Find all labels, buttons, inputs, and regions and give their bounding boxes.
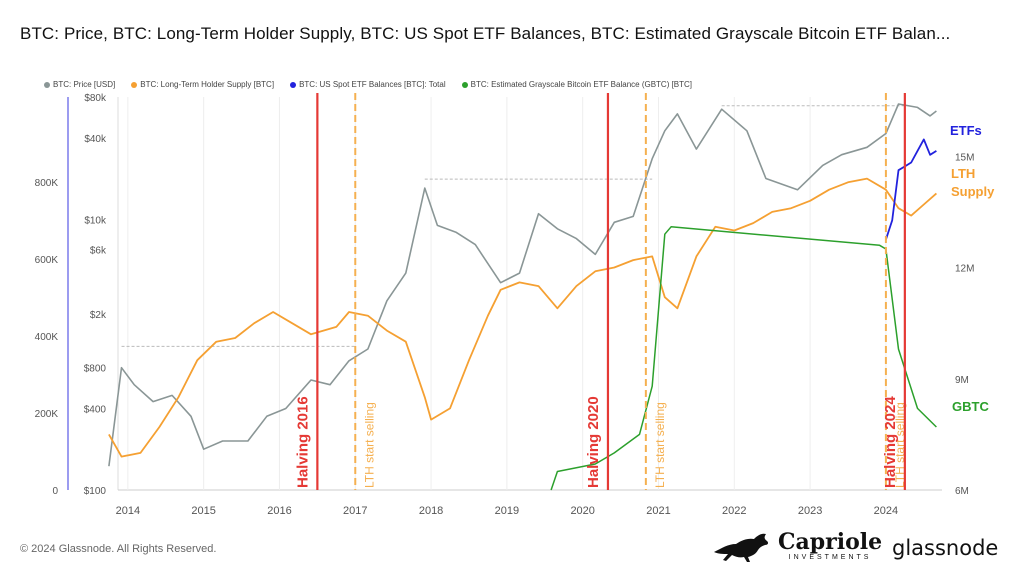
etf-axis-tick-label: 0	[52, 486, 58, 497]
x-tick-label: 2024	[874, 505, 898, 517]
price-axis-tick-label: $800	[84, 364, 107, 375]
legend-price-swatch	[44, 81, 50, 88]
x-tick-label: 2016	[267, 505, 291, 517]
right-axis-tick-label: 6M	[955, 486, 969, 497]
etf-axis-tick-label: 800K	[35, 178, 59, 189]
legend-item-gbtc[interactable]: BTC: Estimated Grayscale Bitcoin ETF Bal…	[461, 80, 693, 89]
x-tick-label: 2020	[570, 505, 594, 517]
right-axis-tick-label: 9M	[955, 375, 969, 386]
lth-selling-label: LTH start selling	[653, 402, 667, 488]
gbtc-label: GBTC	[952, 399, 989, 414]
legend-gbtc-swatch	[461, 81, 468, 88]
lth-label-line2: Supply	[951, 184, 995, 199]
legend-etf-label: BTC: US Spot ETF Balances [BTC]: Total	[299, 80, 446, 89]
halving-label: Halving 2024	[882, 396, 899, 488]
x-tick-label: 2015	[191, 505, 215, 517]
x-tick-label: 2021	[646, 505, 670, 517]
legend-item-price[interactable]: BTC: Price [USD]	[44, 80, 115, 89]
etfs-label: ETFs	[950, 123, 982, 138]
legend-gbtc-label: BTC: Estimated Grayscale Bitcoin ETF Bal…	[470, 80, 693, 89]
price-axis-tick-label: $10k	[84, 215, 107, 226]
chart-legend: BTC: Price [USD] BTC: Long-Term Holder S…	[44, 80, 692, 89]
price-axis-tick-label: $40k	[84, 134, 107, 145]
right-axis-tick-label: 15M	[955, 152, 974, 163]
copyright-text: © 2024 Glassnode. All Rights Reserved.	[20, 543, 217, 555]
capriole-name: Capriole	[778, 529, 883, 555]
lth-selling-label: LTH start selling	[893, 402, 907, 488]
x-tick-label: 2014	[116, 505, 140, 517]
halving-label: Halving 2016	[294, 396, 311, 488]
lth-selling-label: LTH start selling	[362, 402, 376, 488]
price-axis-tick-label: $100	[84, 486, 107, 497]
right-axis-tick-label: 12M	[955, 264, 974, 275]
legend-item-etf[interactable]: BTC: US Spot ETF Balances [BTC]: Total	[290, 80, 446, 89]
series-lth-supply-line	[108, 177, 937, 458]
glassnode-logo: glassnode	[892, 536, 999, 560]
series-etf-line	[885, 138, 937, 240]
series-price-line	[108, 103, 937, 467]
capriole-logo: Capriole INVESTMENTS	[712, 530, 882, 564]
price-axis-tick-label: $80k	[84, 93, 107, 104]
horse-icon	[714, 533, 769, 562]
legend-item-lth[interactable]: BTC: Long-Term Holder Supply [BTC]	[131, 80, 274, 89]
halving-label: Halving 2020	[585, 396, 602, 488]
chart-title: BTC: Price, BTC: Long-Term Holder Supply…	[20, 24, 951, 43]
x-tick-label: 2022	[722, 505, 746, 517]
legend-price-label: BTC: Price [USD]	[53, 80, 116, 89]
x-tick-label: 2018	[419, 505, 443, 517]
x-tick-label: 2017	[343, 505, 367, 517]
etf-axis-tick-label: 600K	[35, 255, 59, 266]
series-gbtc-line	[550, 226, 937, 491]
etf-axis-tick-label: 400K	[35, 332, 59, 343]
legend-lth-swatch	[131, 81, 138, 88]
x-tick-label: 2023	[798, 505, 822, 517]
legend-etf-swatch	[290, 81, 297, 88]
price-axis-tick-label: $2k	[90, 310, 107, 321]
etf-axis-tick-label: 200K	[35, 409, 59, 420]
capriole-subtitle: INVESTMENTS	[788, 554, 872, 561]
legend-lth-label: BTC: Long-Term Holder Supply [BTC]	[140, 80, 275, 89]
price-axis-tick-label: $6k	[90, 245, 107, 256]
price-axis-tick-label: $400	[84, 404, 107, 415]
lth-label-line1: LTH	[951, 166, 975, 181]
x-tick-label: 2019	[495, 505, 519, 517]
